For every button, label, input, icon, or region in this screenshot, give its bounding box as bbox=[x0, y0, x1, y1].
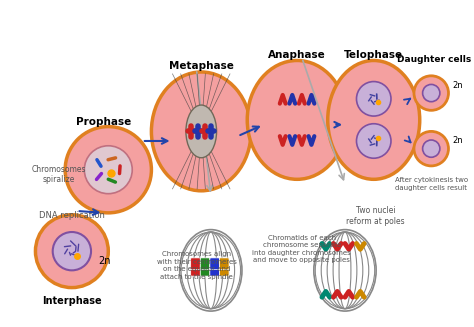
Text: Two nuclei
reform at poles: Two nuclei reform at poles bbox=[346, 206, 405, 226]
Ellipse shape bbox=[414, 131, 448, 166]
FancyBboxPatch shape bbox=[210, 258, 219, 269]
Ellipse shape bbox=[186, 105, 217, 158]
Text: Prophase: Prophase bbox=[76, 117, 131, 127]
Ellipse shape bbox=[328, 60, 420, 179]
Circle shape bbox=[356, 124, 391, 158]
Text: Anaphase: Anaphase bbox=[268, 50, 326, 60]
Text: Metaphase: Metaphase bbox=[169, 61, 234, 71]
Ellipse shape bbox=[36, 215, 108, 288]
Ellipse shape bbox=[53, 232, 91, 270]
Text: Telophase: Telophase bbox=[344, 50, 403, 60]
Text: After cytokinesis two
daughter cells result: After cytokinesis two daughter cells res… bbox=[395, 177, 468, 191]
FancyBboxPatch shape bbox=[201, 258, 210, 269]
Ellipse shape bbox=[151, 72, 251, 191]
Circle shape bbox=[356, 81, 391, 116]
Text: 2n: 2n bbox=[452, 136, 463, 146]
Text: Daughter cells: Daughter cells bbox=[397, 55, 471, 64]
Text: Chromosomes
spiralize: Chromosomes spiralize bbox=[31, 165, 86, 184]
FancyBboxPatch shape bbox=[191, 258, 201, 269]
Circle shape bbox=[423, 140, 440, 157]
FancyBboxPatch shape bbox=[191, 265, 201, 276]
Ellipse shape bbox=[414, 76, 448, 110]
Text: 2n: 2n bbox=[452, 81, 463, 90]
Ellipse shape bbox=[84, 146, 132, 194]
Ellipse shape bbox=[65, 127, 151, 213]
Text: 2n: 2n bbox=[99, 256, 111, 266]
Text: DNA replication: DNA replication bbox=[39, 211, 105, 220]
Circle shape bbox=[423, 84, 440, 102]
FancyBboxPatch shape bbox=[201, 265, 210, 276]
Text: Chromosomes align
with their centromeres
on the equator and
attach to the spindl: Chromosomes align with their centromeres… bbox=[156, 251, 237, 280]
FancyBboxPatch shape bbox=[219, 258, 229, 269]
FancyBboxPatch shape bbox=[210, 265, 219, 276]
Text: Interphase: Interphase bbox=[42, 296, 102, 306]
Text: Chromatids of each
chromosome separate
into daughter chromosomes
and move to opp: Chromatids of each chromosome separate i… bbox=[253, 235, 351, 263]
FancyBboxPatch shape bbox=[219, 265, 229, 276]
Ellipse shape bbox=[247, 60, 347, 179]
